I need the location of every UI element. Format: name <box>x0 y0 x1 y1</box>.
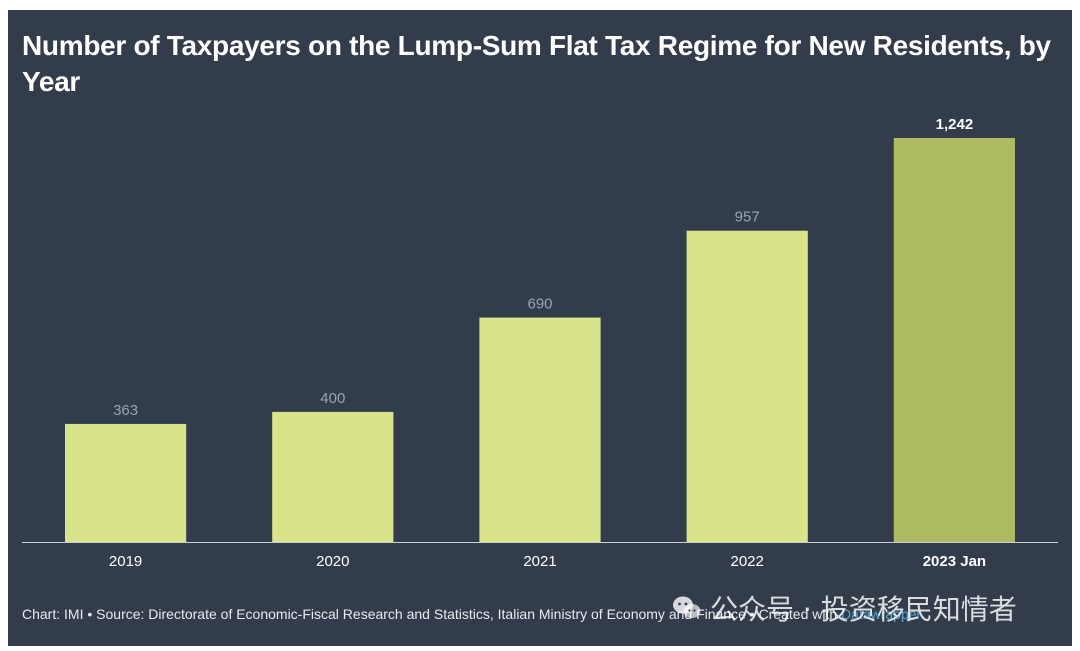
footer-created-with: Created with <box>758 606 838 622</box>
footer-source: Source: Directorate of Economic-Fiscal R… <box>96 606 746 622</box>
wechat-icon <box>672 595 702 628</box>
x-tick-label: 2020 <box>316 553 349 570</box>
bar-2020 <box>272 411 394 542</box>
chart-title: Number of Taxpayers on the Lump-Sum Flat… <box>22 30 1051 97</box>
chart-panel: Number of Taxpayers on the Lump-Sum Flat… <box>8 10 1072 646</box>
x-tick-label: 2021 <box>523 553 556 570</box>
watermark-text: 公众号 · 投资移民知情者 <box>710 593 1017 626</box>
value-label: 363 <box>113 402 138 419</box>
value-label: 1,242 <box>936 116 974 133</box>
bar-2023-jan <box>893 138 1016 542</box>
chart-footer: Chart: IMI • Source: Directorate of Econ… <box>22 606 921 622</box>
bars-layer: 363 2019 400 2020 690 2021 957 2022 1,242 2023 Ja… <box>64 116 1016 570</box>
watermark: 公众号 · 投资移民知情者 <box>672 588 1017 628</box>
x-tick-label: 2019 <box>109 553 142 570</box>
x-tick-label: 2022 <box>731 553 764 570</box>
datawrapper-link[interactable]: Datawrapper <box>841 606 922 622</box>
footer-separator-2: • <box>745 606 759 622</box>
bar-2019 <box>64 423 187 542</box>
x-tick-label: 2023 Jan <box>923 553 986 570</box>
bar-2021 <box>479 317 601 542</box>
footer-separator-1: • <box>83 606 97 622</box>
value-label: 400 <box>320 390 345 407</box>
value-label: 690 <box>527 296 552 313</box>
footer-chart-by: Chart: IMI <box>22 606 84 622</box>
value-label: 957 <box>735 209 760 226</box>
bar-2022 <box>686 230 808 542</box>
bar-chart: 363 2019 400 2020 690 2021 957 2022 1,242 2023 Ja… <box>22 116 1058 570</box>
